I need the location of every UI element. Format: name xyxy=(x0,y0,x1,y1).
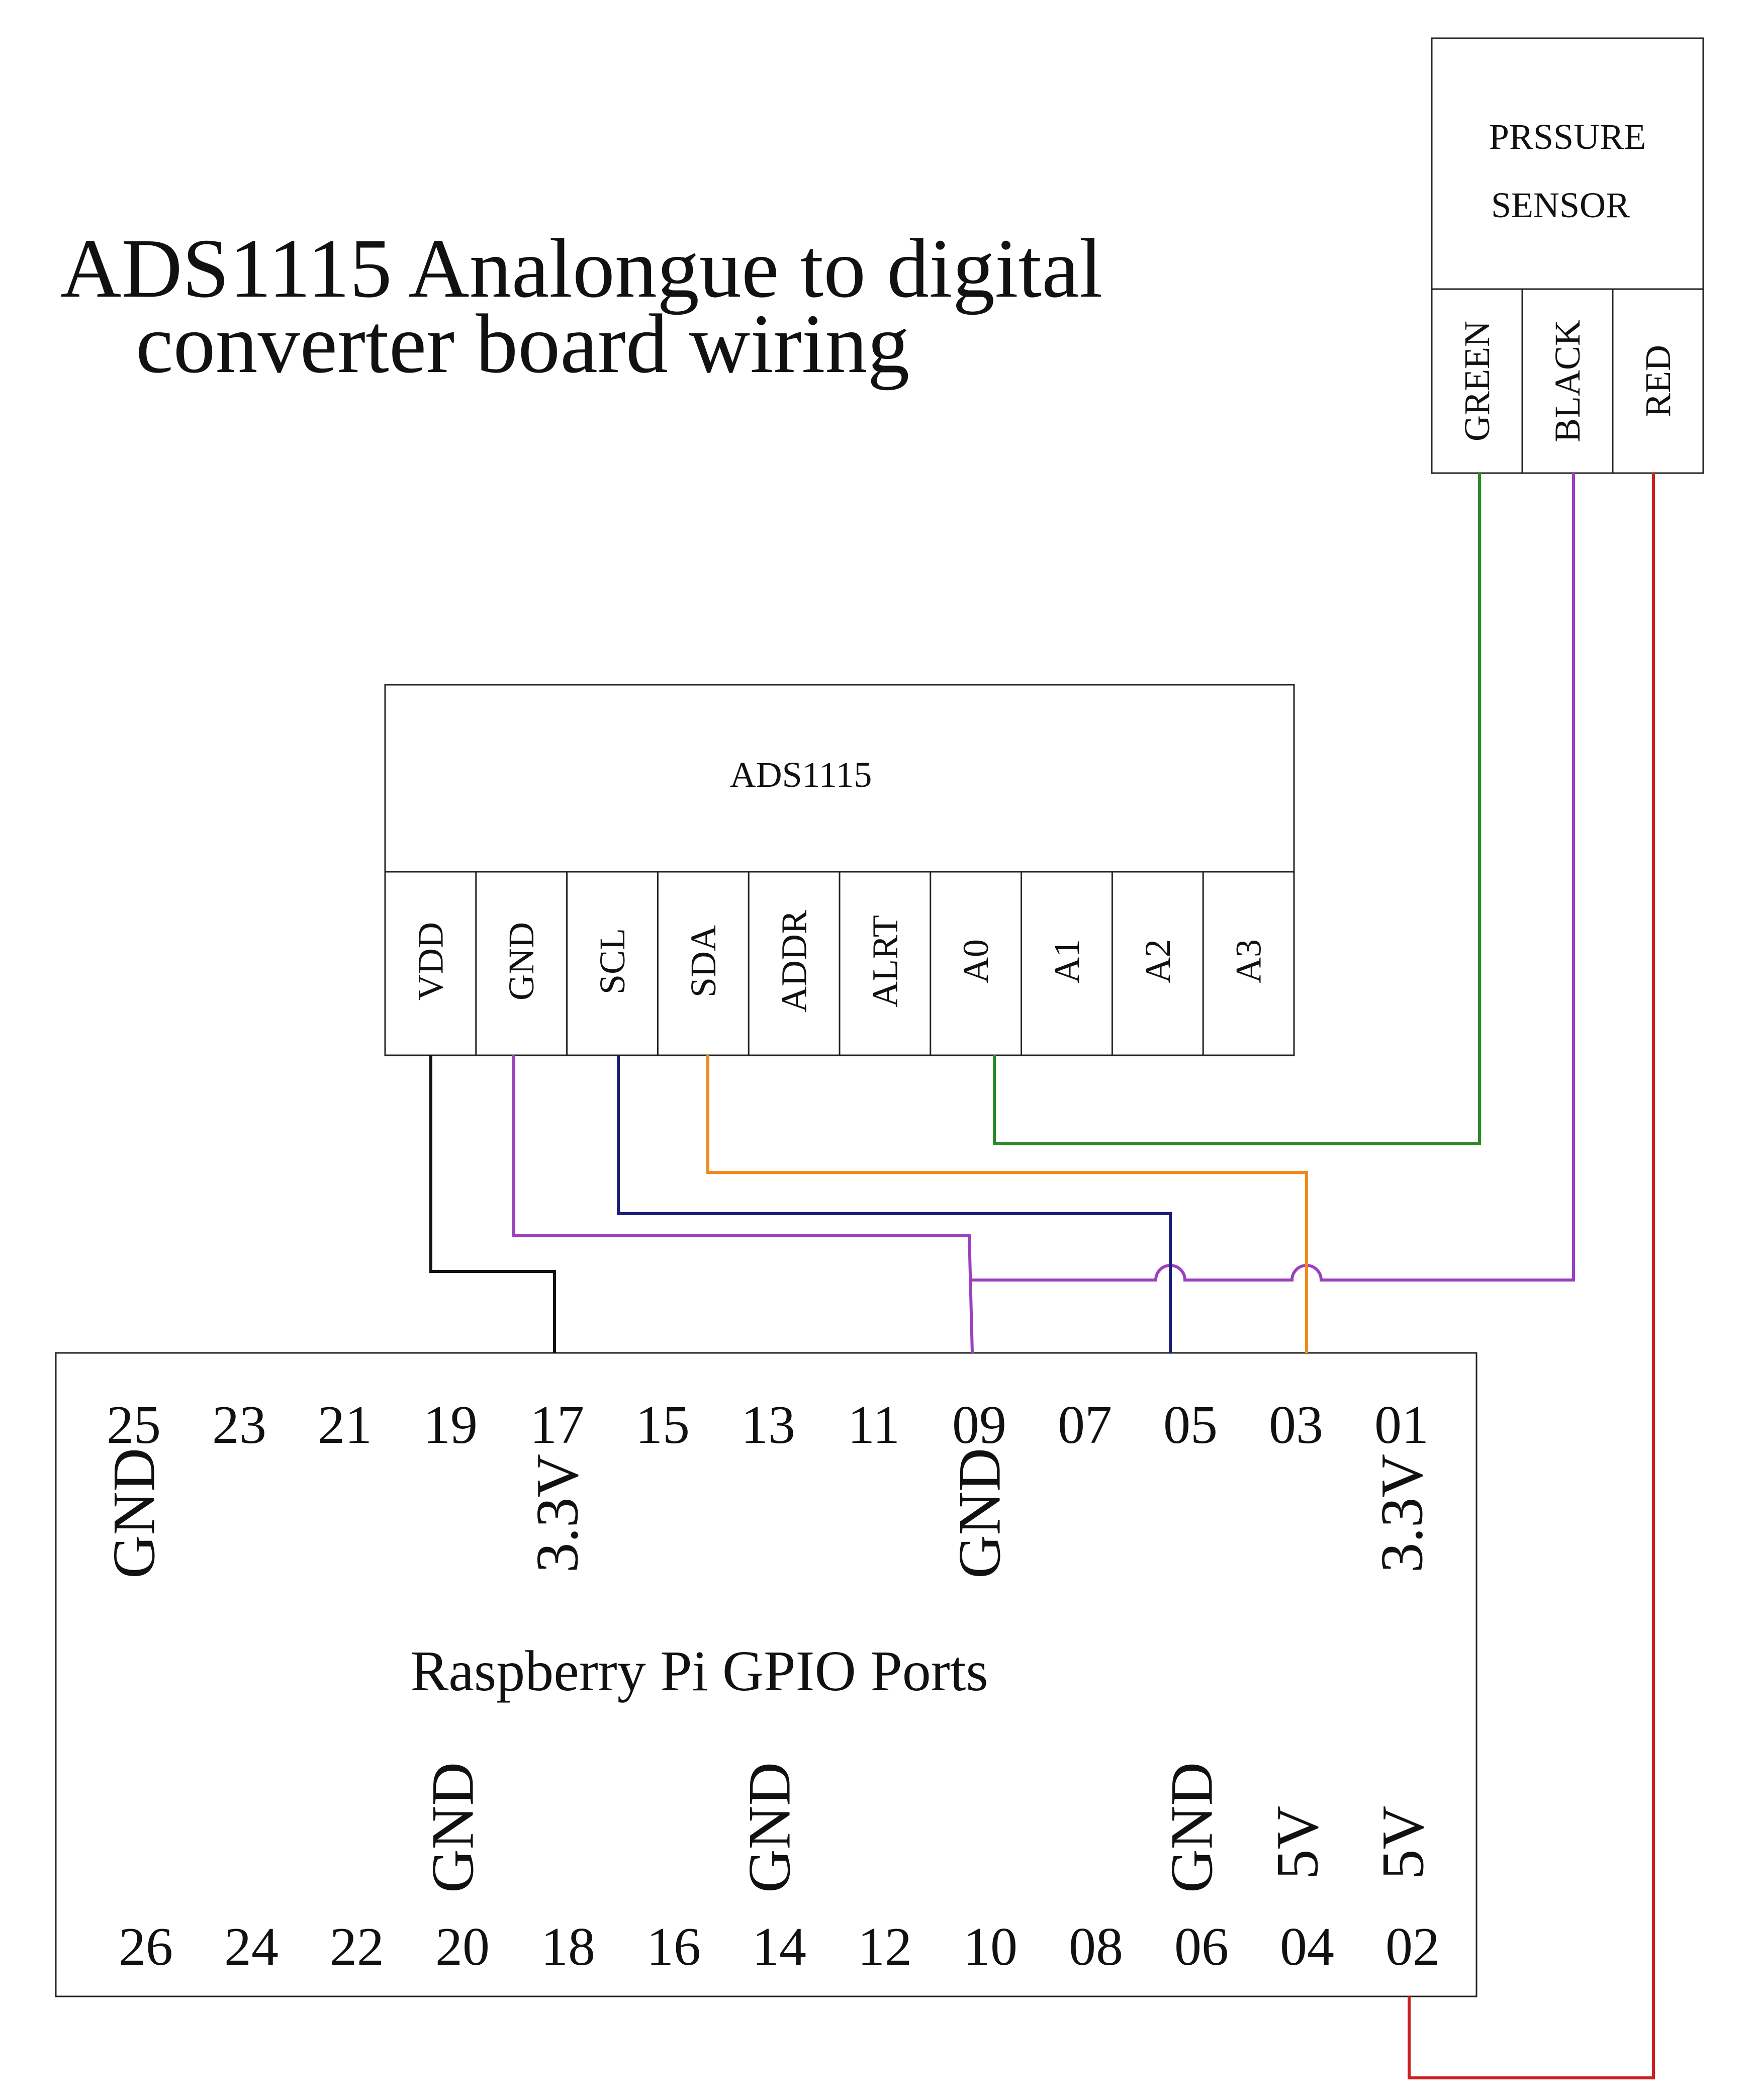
pressure-sensor-pins: GREEN BLACK RED xyxy=(1457,320,1678,442)
wire-purple-gnd-to-pin09-gnd xyxy=(512,1055,974,1353)
ads1115-pins: VDD GND SCL SDA ADDR ALRT A0 A1 A2 A3 xyxy=(410,872,1269,1055)
ads1115-pin-vdd: VDD xyxy=(410,922,450,1000)
gpio-pin-09: 09 xyxy=(952,1395,1006,1455)
ads1115-pin-sda: SDA xyxy=(683,925,723,997)
gpio-pin-13: 13 xyxy=(741,1395,795,1455)
gpio-pin-09-gnd-label: GND xyxy=(946,1448,1013,1579)
wire-red-sensor-to-pin02-5v xyxy=(1408,473,1655,2079)
gpio-pin-14-gnd-label: GND xyxy=(736,1762,803,1893)
gpio-pin-12: 12 xyxy=(858,1917,912,1977)
wire-green-sensor-to-a0 xyxy=(993,473,1481,1145)
gpio-pin-20: 20 xyxy=(435,1917,490,1977)
pressure-sensor-box xyxy=(1431,37,1704,474)
sensor-pin-green: GREEN xyxy=(1457,321,1497,441)
wire-purple-sensor-black-to-ground xyxy=(971,473,1575,1282)
title-line-2: converter board wiring xyxy=(136,297,909,391)
ads1115-pin-gnd: GND xyxy=(501,922,541,1000)
gpio-pin-06-gnd-label: GND xyxy=(1158,1762,1225,1893)
gpio-pin-11: 11 xyxy=(848,1395,900,1455)
pressure-sensor: PRSSURE SENSOR GREEN BLACK RED xyxy=(1431,37,1704,474)
gpio-pin-01-3-3v-label: 3.3V xyxy=(1368,1454,1435,1573)
gpio-pin-02-5v-label: 5V xyxy=(1369,1806,1436,1880)
gpio-pin-08: 08 xyxy=(1069,1917,1123,1977)
gpio-pin-15: 15 xyxy=(635,1395,690,1455)
ads1115-pin-a0: A0 xyxy=(956,939,996,983)
gpio-title: Raspberry Pi GPIO Ports xyxy=(410,1639,988,1703)
ads1115-pin-alrt: ALRT xyxy=(865,915,905,1008)
gpio-pin-25: 25 xyxy=(107,1395,161,1455)
title-line-1: ADS1115 Analongue to digital xyxy=(60,222,1102,315)
ads1115-pin-a2: A2 xyxy=(1138,939,1178,983)
gpio-pin-04: 04 xyxy=(1280,1917,1334,1977)
gpio-pin-01: 01 xyxy=(1374,1395,1429,1455)
gpio-pin-17-3-3v-label: 3.3V xyxy=(524,1454,591,1573)
gpio-pin-23: 23 xyxy=(212,1395,266,1455)
wires xyxy=(429,473,1655,2079)
gpio-pin-18: 18 xyxy=(541,1917,595,1977)
ads1115-pin-a3: A3 xyxy=(1229,939,1269,983)
ads1115-pin-a1: A1 xyxy=(1047,939,1087,983)
wire-orange-sda-to-pin03 xyxy=(706,1055,1308,1353)
gpio-top-functions: GND 3.3V GND 3.3V xyxy=(101,1448,1435,1579)
ads1115-pin-scl: SCL xyxy=(592,928,632,994)
wire-navy-scl-to-pin05 xyxy=(617,1055,1172,1353)
ads1115-pin-addr: ADDR xyxy=(774,910,814,1013)
diagram-title: ADS1115 Analongue to digital converter b… xyxy=(60,222,1102,391)
gpio-pin-21: 21 xyxy=(318,1395,372,1455)
pressure-sensor-label-line-1: PRSSURE xyxy=(1489,117,1646,157)
gpio-pin-20-gnd-label: GND xyxy=(419,1762,486,1893)
ads1115-board: ADS1115 VDD GND SCL SDA ADDR ALRT A0 A1 A2 A3 xyxy=(384,684,1295,1056)
gpio-pin-19: 19 xyxy=(423,1395,478,1455)
gpio-top-row: 25 23 21 19 17 15 13 11 09 07 05 03 01 xyxy=(107,1395,1429,1455)
raspberry-pi-gpio-board: Raspberry Pi GPIO Ports 25 23 21 19 17 15 13 11… xyxy=(55,1352,1477,1997)
gpio-pin-22: 22 xyxy=(330,1917,384,1977)
gpio-pin-25-gnd-label: GND xyxy=(101,1448,167,1579)
sensor-pin-black: BLACK xyxy=(1547,320,1588,442)
ads1115-label: ADS1115 xyxy=(730,755,872,795)
gpio-pin-05: 05 xyxy=(1163,1395,1218,1455)
gpio-pin-14: 14 xyxy=(752,1917,806,1977)
gpio-pin-10: 10 xyxy=(963,1917,1018,1977)
gpio-pin-16: 16 xyxy=(646,1917,701,1977)
gpio-pin-26: 26 xyxy=(119,1917,173,1977)
gpio-bottom-functions: GND GND GND 5V 5V xyxy=(419,1762,1436,1893)
gpio-box xyxy=(55,1352,1477,1997)
gpio-pin-07: 07 xyxy=(1058,1395,1112,1455)
gpio-pin-02: 02 xyxy=(1385,1917,1440,1977)
pressure-sensor-label-line-2: SENSOR xyxy=(1491,185,1630,225)
gpio-pin-06: 06 xyxy=(1174,1917,1229,1977)
sensor-pin-red: RED xyxy=(1638,345,1678,417)
gpio-pin-24: 24 xyxy=(224,1917,279,1977)
gpio-pin-03: 03 xyxy=(1269,1395,1323,1455)
gpio-pin-17: 17 xyxy=(530,1395,584,1455)
gpio-pin-04-5v-label: 5V xyxy=(1264,1806,1331,1880)
gpio-bottom-row: 26 24 22 20 18 16 14 12 10 08 06 04 02 xyxy=(119,1917,1440,1977)
wire-black-vdd-to-pin17-3v3 xyxy=(429,1055,556,1353)
